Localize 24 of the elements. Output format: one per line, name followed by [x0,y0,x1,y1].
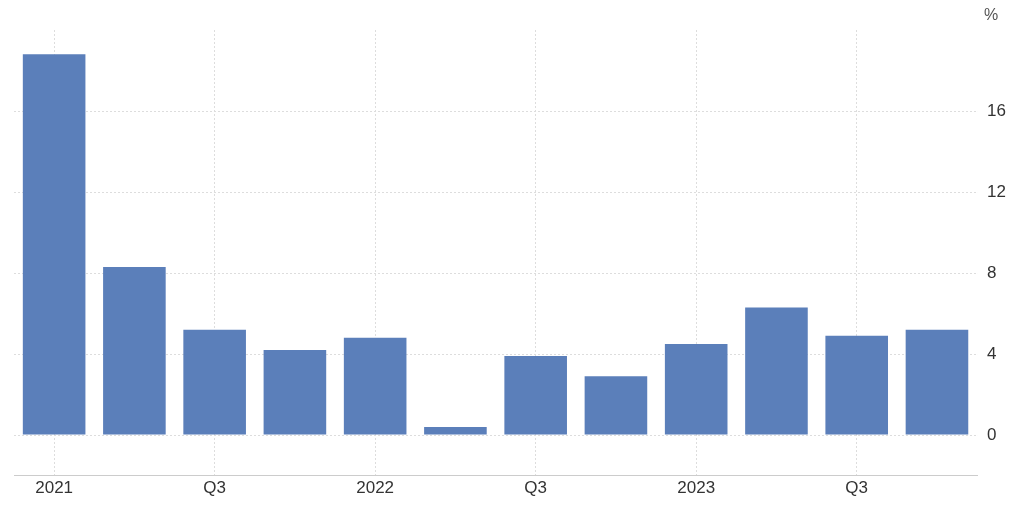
bar [504,356,567,435]
x-tick-label: Q3 [524,478,548,498]
y-tick-label: 4 [987,343,997,363]
x-tick-label: 2022 [356,478,395,498]
bar [103,266,166,435]
bar [343,337,407,435]
x-tick-label: Q3 [203,478,226,498]
bar [22,54,86,435]
y-tick-label: 8 [987,262,997,282]
x-tick-label: 2021 [35,478,74,498]
y-tick-label: 12 [987,181,1007,201]
bar [825,335,889,435]
x-tick-label: Q3 [845,478,869,498]
bar [424,426,487,435]
y-tick-label: 0 [987,424,997,444]
x-tick-label: 2023 [677,478,716,498]
bar [745,307,808,435]
y-axis-title: % [983,6,999,24]
bar [584,376,648,435]
bar [183,329,246,435]
bar [905,329,969,435]
bar [263,350,327,435]
y-tick-label: 16 [987,100,1007,120]
bar [664,343,728,435]
